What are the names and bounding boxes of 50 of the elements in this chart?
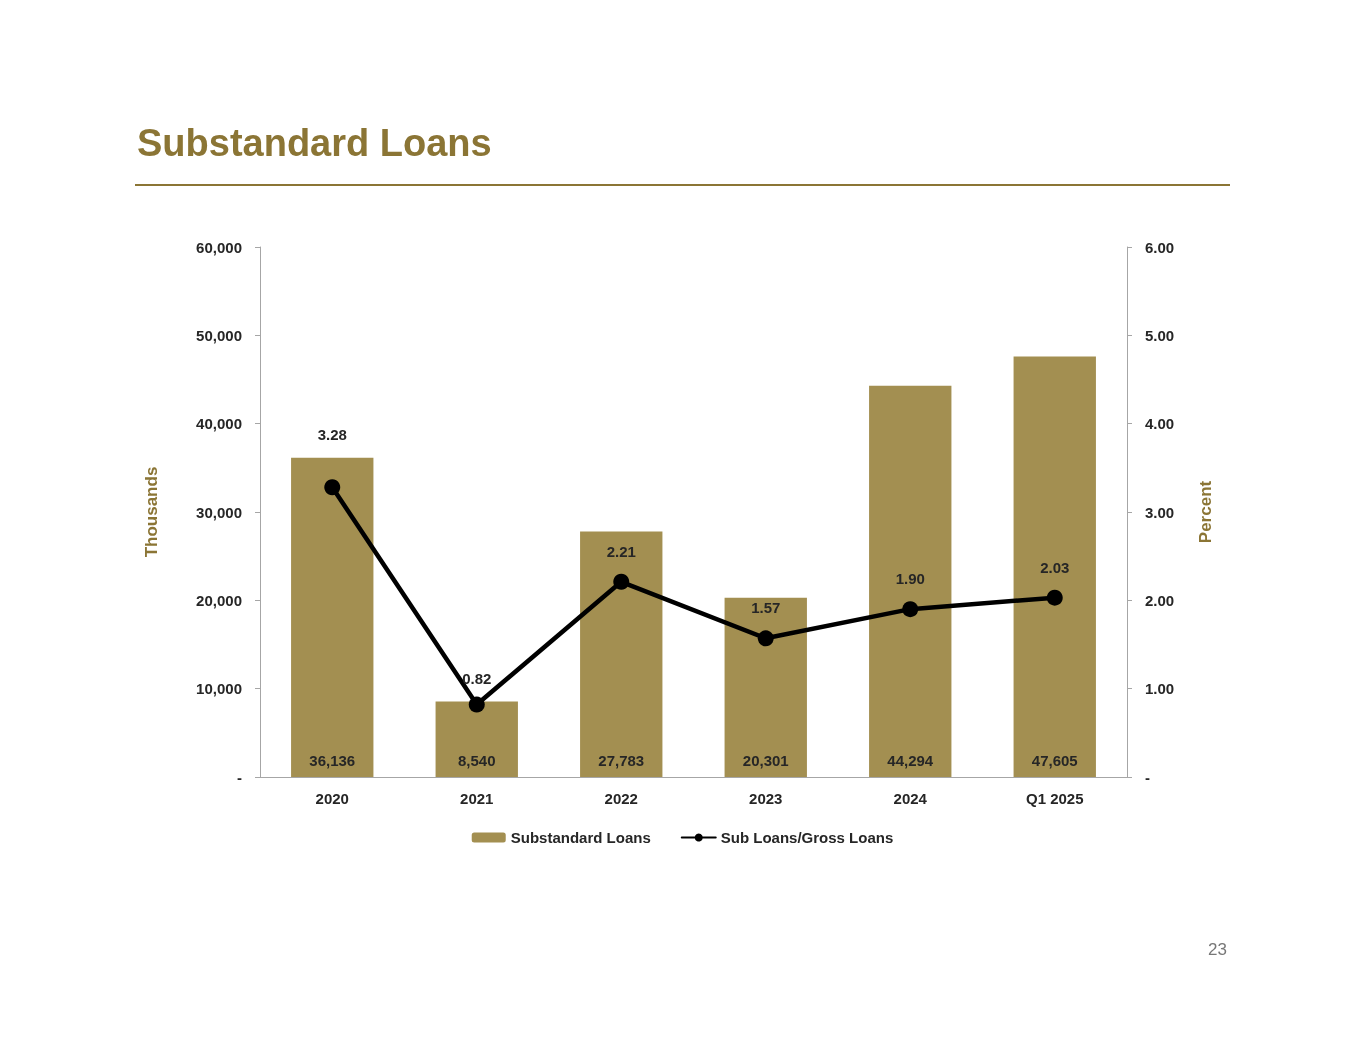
y2-tick-label: 4.00 <box>1145 415 1175 433</box>
point <box>324 479 341 496</box>
x-tick-label: 2022 <box>604 790 638 807</box>
data-label: 47,605 <box>1031 752 1078 769</box>
y2-tick-label: 3.00 <box>1145 503 1175 521</box>
data-label: 1.90 <box>895 570 925 588</box>
legend-label: Substandard Loans <box>510 829 651 846</box>
text: 23 <box>1208 940 1227 960</box>
legend-label: Sub Loans/Gross Loans <box>720 829 894 846</box>
y-axis-title: Thousands <box>142 466 161 558</box>
data-label: 8,540 <box>457 752 496 769</box>
data-label: 3.28 <box>317 425 347 443</box>
point <box>613 573 630 590</box>
point <box>468 696 485 713</box>
bar <box>724 597 807 777</box>
x-tick-label: Q1 2025 <box>1025 790 1084 807</box>
point <box>757 630 774 647</box>
y2-tick-label: - <box>1145 768 1150 786</box>
data-label: 27,783 <box>598 752 645 769</box>
y-tick-label: 40,000 <box>196 415 242 433</box>
point <box>1046 589 1063 606</box>
bar <box>1013 356 1096 777</box>
data-label: 36,136 <box>309 752 356 769</box>
data-label: 1.57 <box>751 599 781 617</box>
bar <box>869 385 952 777</box>
x-tick-label: 2023 <box>749 790 783 807</box>
y2-tick-label: 1.00 <box>1145 680 1175 698</box>
data-label: 20,301 <box>742 752 789 769</box>
y-tick-label: - <box>237 768 242 786</box>
data-label: 2.03 <box>1040 558 1070 576</box>
x-tick-label: 2024 <box>893 790 928 807</box>
x-tick-label: 2020 <box>315 790 349 807</box>
y2-tick-label: 2.00 <box>1145 591 1175 609</box>
x-tick-label: 2021 <box>460 790 494 807</box>
y2-tick-label: 5.00 <box>1145 326 1175 344</box>
y2-tick-label: 6.00 <box>1145 238 1175 256</box>
y-tick-label: 60,000 <box>196 238 242 256</box>
data-label: 2.21 <box>606 542 636 560</box>
y-tick-label: 50,000 <box>196 326 242 344</box>
data-label: 0.82 <box>462 669 492 687</box>
bar <box>291 457 374 777</box>
y-tick-label: 30,000 <box>196 503 242 521</box>
bar <box>435 701 518 777</box>
point <box>902 601 919 618</box>
y-tick-label: 10,000 <box>196 680 242 698</box>
y-tick-label: 20,000 <box>196 591 242 609</box>
data-label: 44,294 <box>887 752 934 769</box>
bar <box>580 531 663 777</box>
y2-axis-title: Percent <box>1196 480 1215 544</box>
chart-title: Substandard Loans <box>137 122 492 165</box>
